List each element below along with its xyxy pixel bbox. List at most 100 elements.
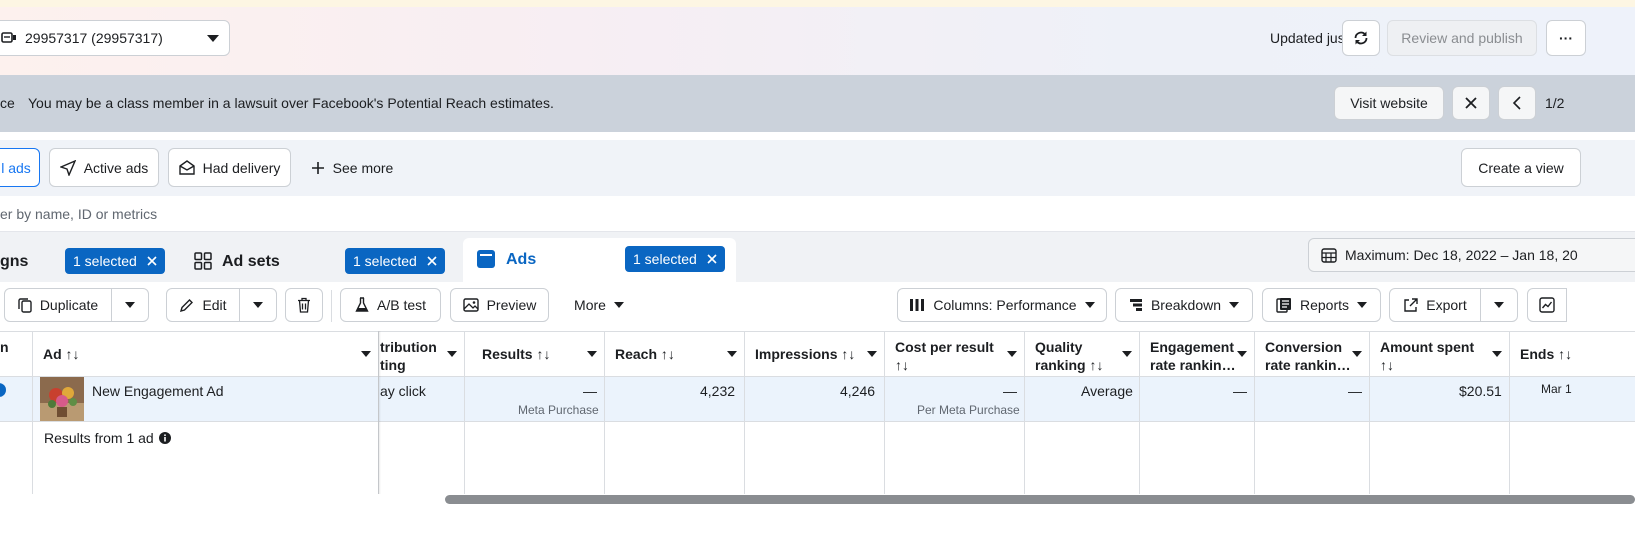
notice-prefix: ce	[0, 95, 15, 111]
visit-website-button[interactable]: Visit website	[1334, 86, 1444, 120]
column-divider	[1369, 331, 1370, 494]
envelope-icon	[178, 159, 195, 175]
previous-notice-button[interactable]	[1498, 86, 1536, 120]
ad-thumbnail[interactable]	[40, 377, 84, 421]
row-selected-checkbox[interactable]	[0, 383, 6, 397]
ad-name[interactable]: New Engagement Ad	[92, 383, 224, 399]
column-header-impressions[interactable]: Impressions ↑↓	[755, 346, 856, 362]
chevron-down-icon	[1084, 302, 1095, 308]
toolbar-divider	[331, 290, 332, 322]
close-icon[interactable]	[707, 254, 717, 264]
export-button[interactable]: Export	[1389, 288, 1481, 322]
table-row[interactable]	[0, 377, 1635, 422]
all-ads-filter[interactable]: l ads	[0, 148, 40, 187]
export-icon	[1404, 297, 1418, 312]
preview-button[interactable]: Preview	[450, 288, 549, 322]
chevron-down-icon	[613, 302, 624, 308]
conversion-line-2: rate rankin…	[1265, 357, 1351, 373]
tab-ad-sets-label: Ad sets	[222, 253, 280, 270]
column-divider	[744, 331, 745, 494]
chevron-down-icon[interactable]	[361, 351, 371, 357]
review-publish-button[interactable]: Review and publish	[1387, 20, 1537, 56]
duplicate-icon	[18, 298, 32, 313]
column-header-reach[interactable]: Reach ↑↓	[615, 346, 675, 362]
info-icon[interactable]	[158, 432, 171, 444]
results-value: —	[583, 383, 597, 399]
create-view-button[interactable]: Create a view	[1461, 148, 1581, 187]
edit-dropdown[interactable]	[239, 288, 277, 322]
column-header-first[interactable]: n	[0, 339, 9, 355]
column-header-cost-per-result[interactable]: Cost per result ↑↓	[895, 338, 994, 374]
account-selector[interactable]: 29957317 (29957317)	[0, 20, 230, 56]
refresh-button[interactable]	[1342, 20, 1380, 56]
cost-per-result-value: —	[1003, 383, 1017, 399]
column-header-attribution[interactable]: tribution ting	[380, 338, 437, 374]
chevron-down-icon[interactable]	[447, 351, 457, 357]
delete-button[interactable]	[285, 288, 323, 322]
column-header-conversion[interactable]: Conversion rate rankin…	[1265, 338, 1351, 374]
all-ads-label: l ads	[1, 159, 31, 176]
chevron-down-icon[interactable]	[1352, 351, 1362, 357]
badge-label: 1 selected	[353, 253, 417, 269]
ab-test-label: A/B test	[376, 297, 427, 313]
columns-label: Columns: Performance	[933, 297, 1077, 313]
column-header-results[interactable]: Results ↑↓	[482, 346, 551, 362]
ab-test-button[interactable]: A/B test	[340, 288, 441, 322]
send-icon	[59, 159, 76, 176]
duplicate-dropdown[interactable]	[111, 288, 149, 322]
duplicate-button[interactable]: Duplicate	[4, 288, 112, 322]
breakdown-label: Breakdown	[1150, 297, 1222, 313]
quality-line-1: Quality	[1035, 339, 1083, 355]
tab-ad-sets[interactable]: Ad sets 1 selected	[182, 242, 454, 284]
reports-button[interactable]: Reports	[1262, 288, 1381, 322]
chevron-down-icon[interactable]	[587, 351, 597, 357]
pencil-icon	[180, 298, 194, 312]
more-actions-button[interactable]: More	[560, 288, 638, 322]
close-icon[interactable]	[147, 256, 157, 266]
chevron-down-icon[interactable]	[867, 351, 877, 357]
tab-campaigns[interactable]: gns 1 selected	[0, 242, 174, 284]
amount-spent-value: $20.51	[1459, 383, 1502, 399]
cost-per-result-sub-label: Per Meta Purchase	[917, 403, 1020, 417]
export-dropdown[interactable]	[1480, 288, 1518, 322]
chevron-down-icon[interactable]	[1007, 351, 1017, 357]
column-header-engagement[interactable]: Engagement rate rankin…	[1150, 338, 1236, 374]
date-range-picker[interactable]: Maximum: Dec 18, 2022 – Jan 18, 20	[1308, 238, 1635, 272]
top-banner-strip	[0, 0, 1635, 7]
date-range-label: Maximum: Dec 18, 2022 – Jan 18, 20	[1345, 247, 1578, 263]
tab-ads[interactable]: Ads 1 selected	[463, 238, 736, 284]
search-row	[0, 197, 1635, 232]
column-header-ends[interactable]: Ends ↑↓	[1520, 346, 1573, 362]
account-label: 29957317 (29957317)	[25, 30, 163, 46]
column-header-amount-spent[interactable]: Amount spent ↑↓	[1380, 338, 1474, 374]
column-header-quality[interactable]: Quality ranking ↑↓	[1035, 338, 1103, 374]
chevron-down-icon[interactable]	[1122, 351, 1132, 357]
horizontal-scrollbar[interactable]	[445, 495, 1635, 504]
chart-icon	[1539, 297, 1555, 313]
impressions-value: 4,246	[840, 383, 876, 399]
summary-text: Results from 1 ad	[44, 430, 154, 446]
columns-button[interactable]: Columns: Performance	[897, 288, 1107, 322]
see-more-button[interactable]: See more	[302, 148, 402, 187]
close-notice-button[interactable]	[1452, 86, 1490, 120]
had-delivery-filter[interactable]: Had delivery	[168, 148, 291, 187]
active-ads-filter[interactable]: Active ads	[49, 148, 159, 187]
column-header-ad[interactable]: Ad ↑↓	[43, 346, 80, 362]
close-icon[interactable]	[427, 256, 437, 266]
frozen-column-shadow	[378, 331, 381, 494]
flask-icon	[355, 297, 369, 312]
breakdown-button[interactable]: Breakdown	[1115, 288, 1253, 322]
engagement-value: —	[1233, 383, 1247, 399]
chevron-down-icon[interactable]	[1492, 351, 1502, 357]
column-divider	[464, 331, 465, 494]
chevron-down-icon	[207, 35, 219, 42]
column-divider	[1509, 331, 1510, 494]
chevron-down-icon	[1494, 302, 1504, 308]
chevron-down-icon[interactable]	[1237, 351, 1247, 357]
edit-button[interactable]: Edit	[166, 288, 240, 322]
more-icon: ···	[1559, 30, 1573, 46]
more-options-button[interactable]: ···	[1546, 20, 1586, 56]
search-input[interactable]: er by name, ID or metrics	[0, 206, 158, 222]
chevron-down-icon[interactable]	[727, 351, 737, 357]
charts-button[interactable]	[1527, 288, 1567, 322]
